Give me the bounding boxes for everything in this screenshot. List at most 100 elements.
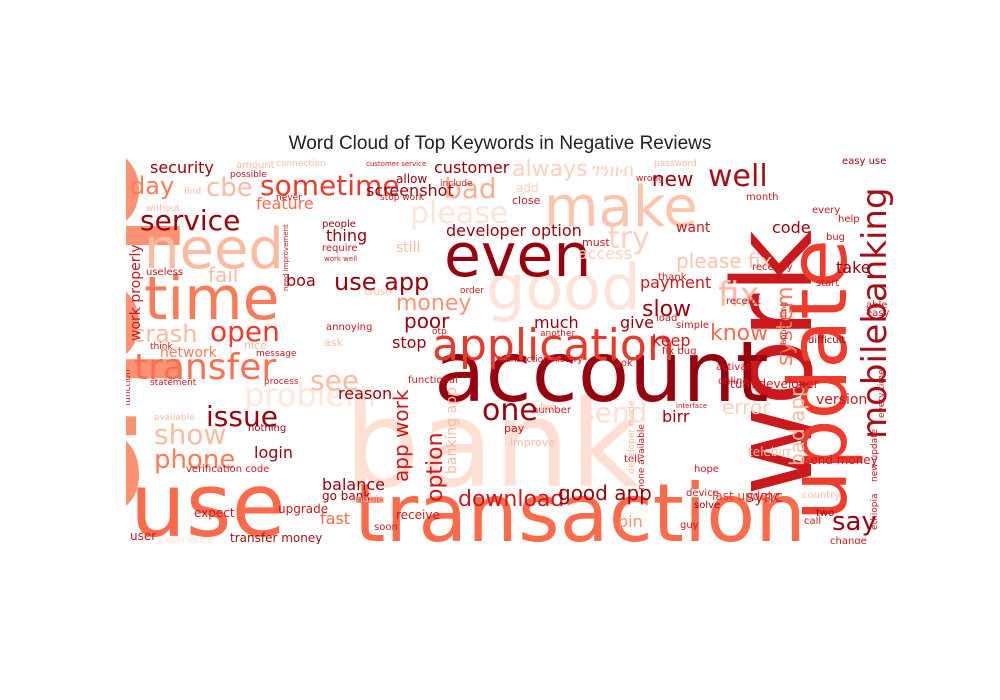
cloud-word: fix bug bbox=[662, 346, 696, 357]
cloud-word: problem bbox=[244, 376, 376, 414]
cloud-word: use app bbox=[334, 268, 429, 296]
cloud-word: help bbox=[838, 214, 860, 225]
cloud-word: transaction bbox=[354, 467, 806, 544]
cloud-word: well bbox=[708, 159, 768, 194]
cloud-word: simple bbox=[676, 320, 709, 331]
cloud-word: activate bbox=[716, 362, 756, 373]
cloud-word: access bbox=[578, 244, 632, 263]
cloud-word: issue bbox=[206, 400, 278, 433]
cloud-word: every bbox=[812, 205, 840, 216]
cloud-word: tell bbox=[624, 454, 640, 465]
cloud-word: please fix bbox=[676, 249, 772, 273]
cloud-word: option bbox=[423, 432, 448, 502]
cloud-word: ገንዘብ bbox=[592, 160, 634, 181]
cloud-word: connection bbox=[276, 159, 326, 169]
cloud-word: developer option bbox=[446, 221, 582, 240]
cloud-word: code bbox=[772, 218, 811, 237]
cloud-word: always bbox=[512, 157, 588, 182]
word-cloud-panel: app bank work update account transaction use go… bbox=[126, 156, 902, 544]
cloud-word: go bank bbox=[322, 489, 370, 503]
cloud-word: work bbox=[709, 230, 837, 496]
cloud-word: difficult bbox=[808, 335, 845, 346]
cloud-word: useless bbox=[146, 267, 183, 278]
cloud-word: easy use bbox=[842, 156, 886, 167]
cloud-word: login bbox=[254, 443, 293, 462]
cloud-word: slow bbox=[642, 297, 691, 322]
cloud-word: experience bbox=[158, 535, 213, 544]
cloud-word: make bbox=[544, 175, 698, 240]
cloud-word: load bbox=[656, 313, 677, 324]
cloud-word: network bbox=[160, 345, 218, 361]
cloud-word: show bbox=[154, 418, 226, 451]
cloud-word: last update bbox=[712, 489, 780, 503]
cloud-word: interface bbox=[676, 402, 707, 410]
cloud-word: boa bbox=[286, 271, 316, 290]
cloud-word: allow bbox=[396, 172, 427, 186]
cloud-word: start bbox=[816, 278, 839, 289]
cloud-word: nothing bbox=[248, 423, 286, 434]
cloud-word: message bbox=[256, 349, 297, 359]
cloud-word: new bbox=[652, 167, 693, 191]
cloud-word: bug bbox=[826, 232, 845, 243]
cloud-word: crush bbox=[364, 287, 392, 298]
cloud-word: telebirr bbox=[748, 445, 791, 459]
cloud-word: error bbox=[722, 395, 771, 419]
cloud-word: ask bbox=[324, 336, 343, 349]
cloud-word: think bbox=[150, 342, 173, 352]
cloud-word: hope bbox=[694, 464, 719, 475]
cloud-word: nice bbox=[244, 339, 267, 352]
cloud-word: feature bbox=[256, 194, 314, 213]
cloud-word: send bbox=[580, 396, 647, 429]
cloud-word: take bbox=[836, 258, 871, 277]
cloud-word: customer service bbox=[366, 160, 426, 168]
cloud-word: must bbox=[582, 236, 610, 249]
cloud-word: include bbox=[440, 179, 473, 189]
cloud-word: try bbox=[608, 221, 650, 256]
cloud-word: one bbox=[482, 393, 538, 428]
cloud-word: keep bbox=[652, 331, 691, 350]
cloud-word: stop bbox=[392, 333, 427, 352]
cloud-word: find bbox=[184, 187, 201, 197]
cloud-word: download bbox=[458, 487, 564, 512]
cloud-word: two bbox=[816, 508, 834, 519]
cloud-word: thing bbox=[326, 226, 367, 245]
cloud-word: disappointing bbox=[779, 302, 788, 356]
cloud-word: day bbox=[130, 172, 174, 200]
cloud-word: functional bbox=[408, 375, 458, 386]
cloud-word: security bbox=[150, 158, 214, 177]
cloud-word: call bbox=[804, 516, 821, 527]
cloud-word: bad bbox=[444, 172, 497, 205]
cloud-word: money bbox=[396, 291, 471, 316]
cloud-word: require bbox=[322, 243, 358, 254]
cloud-word: function bbox=[126, 369, 133, 406]
cloud-word: every time bbox=[877, 369, 887, 418]
cloud-word: available bbox=[154, 413, 195, 423]
cloud-word: system bbox=[773, 286, 798, 366]
cloud-word: want bbox=[676, 220, 711, 236]
cloud-word: see bbox=[310, 364, 359, 397]
cloud-word: without bbox=[146, 204, 180, 214]
cloud-word: expect bbox=[194, 506, 235, 520]
cloud-word: give bbox=[620, 313, 654, 332]
cloud-word: app work bbox=[389, 389, 413, 482]
cloud-word: work properly bbox=[128, 244, 144, 341]
cloud-word: user bbox=[130, 529, 156, 543]
cloud-word: easy bbox=[866, 308, 889, 319]
cloud-word: pin bbox=[618, 512, 643, 531]
cloud-word: sync bbox=[746, 487, 783, 506]
cloud-word: unable bbox=[350, 494, 384, 505]
cloud-word: people bbox=[322, 219, 356, 230]
cloud-word: possible bbox=[230, 170, 267, 180]
cloud-word: application bbox=[432, 320, 675, 371]
cloud-word: poor bbox=[404, 309, 450, 333]
cloud-word: stop work bbox=[380, 193, 425, 203]
cloud-word: good bbox=[486, 251, 641, 324]
cloud-word: update bbox=[772, 239, 865, 521]
cloud-word: look bbox=[612, 358, 633, 369]
cloud-word: big bbox=[540, 402, 555, 413]
cloud-word: version bbox=[816, 392, 867, 408]
cloud-word: upgrade bbox=[278, 502, 328, 516]
cloud-word: banking app bbox=[444, 387, 460, 474]
cloud-word: solve bbox=[694, 500, 720, 511]
